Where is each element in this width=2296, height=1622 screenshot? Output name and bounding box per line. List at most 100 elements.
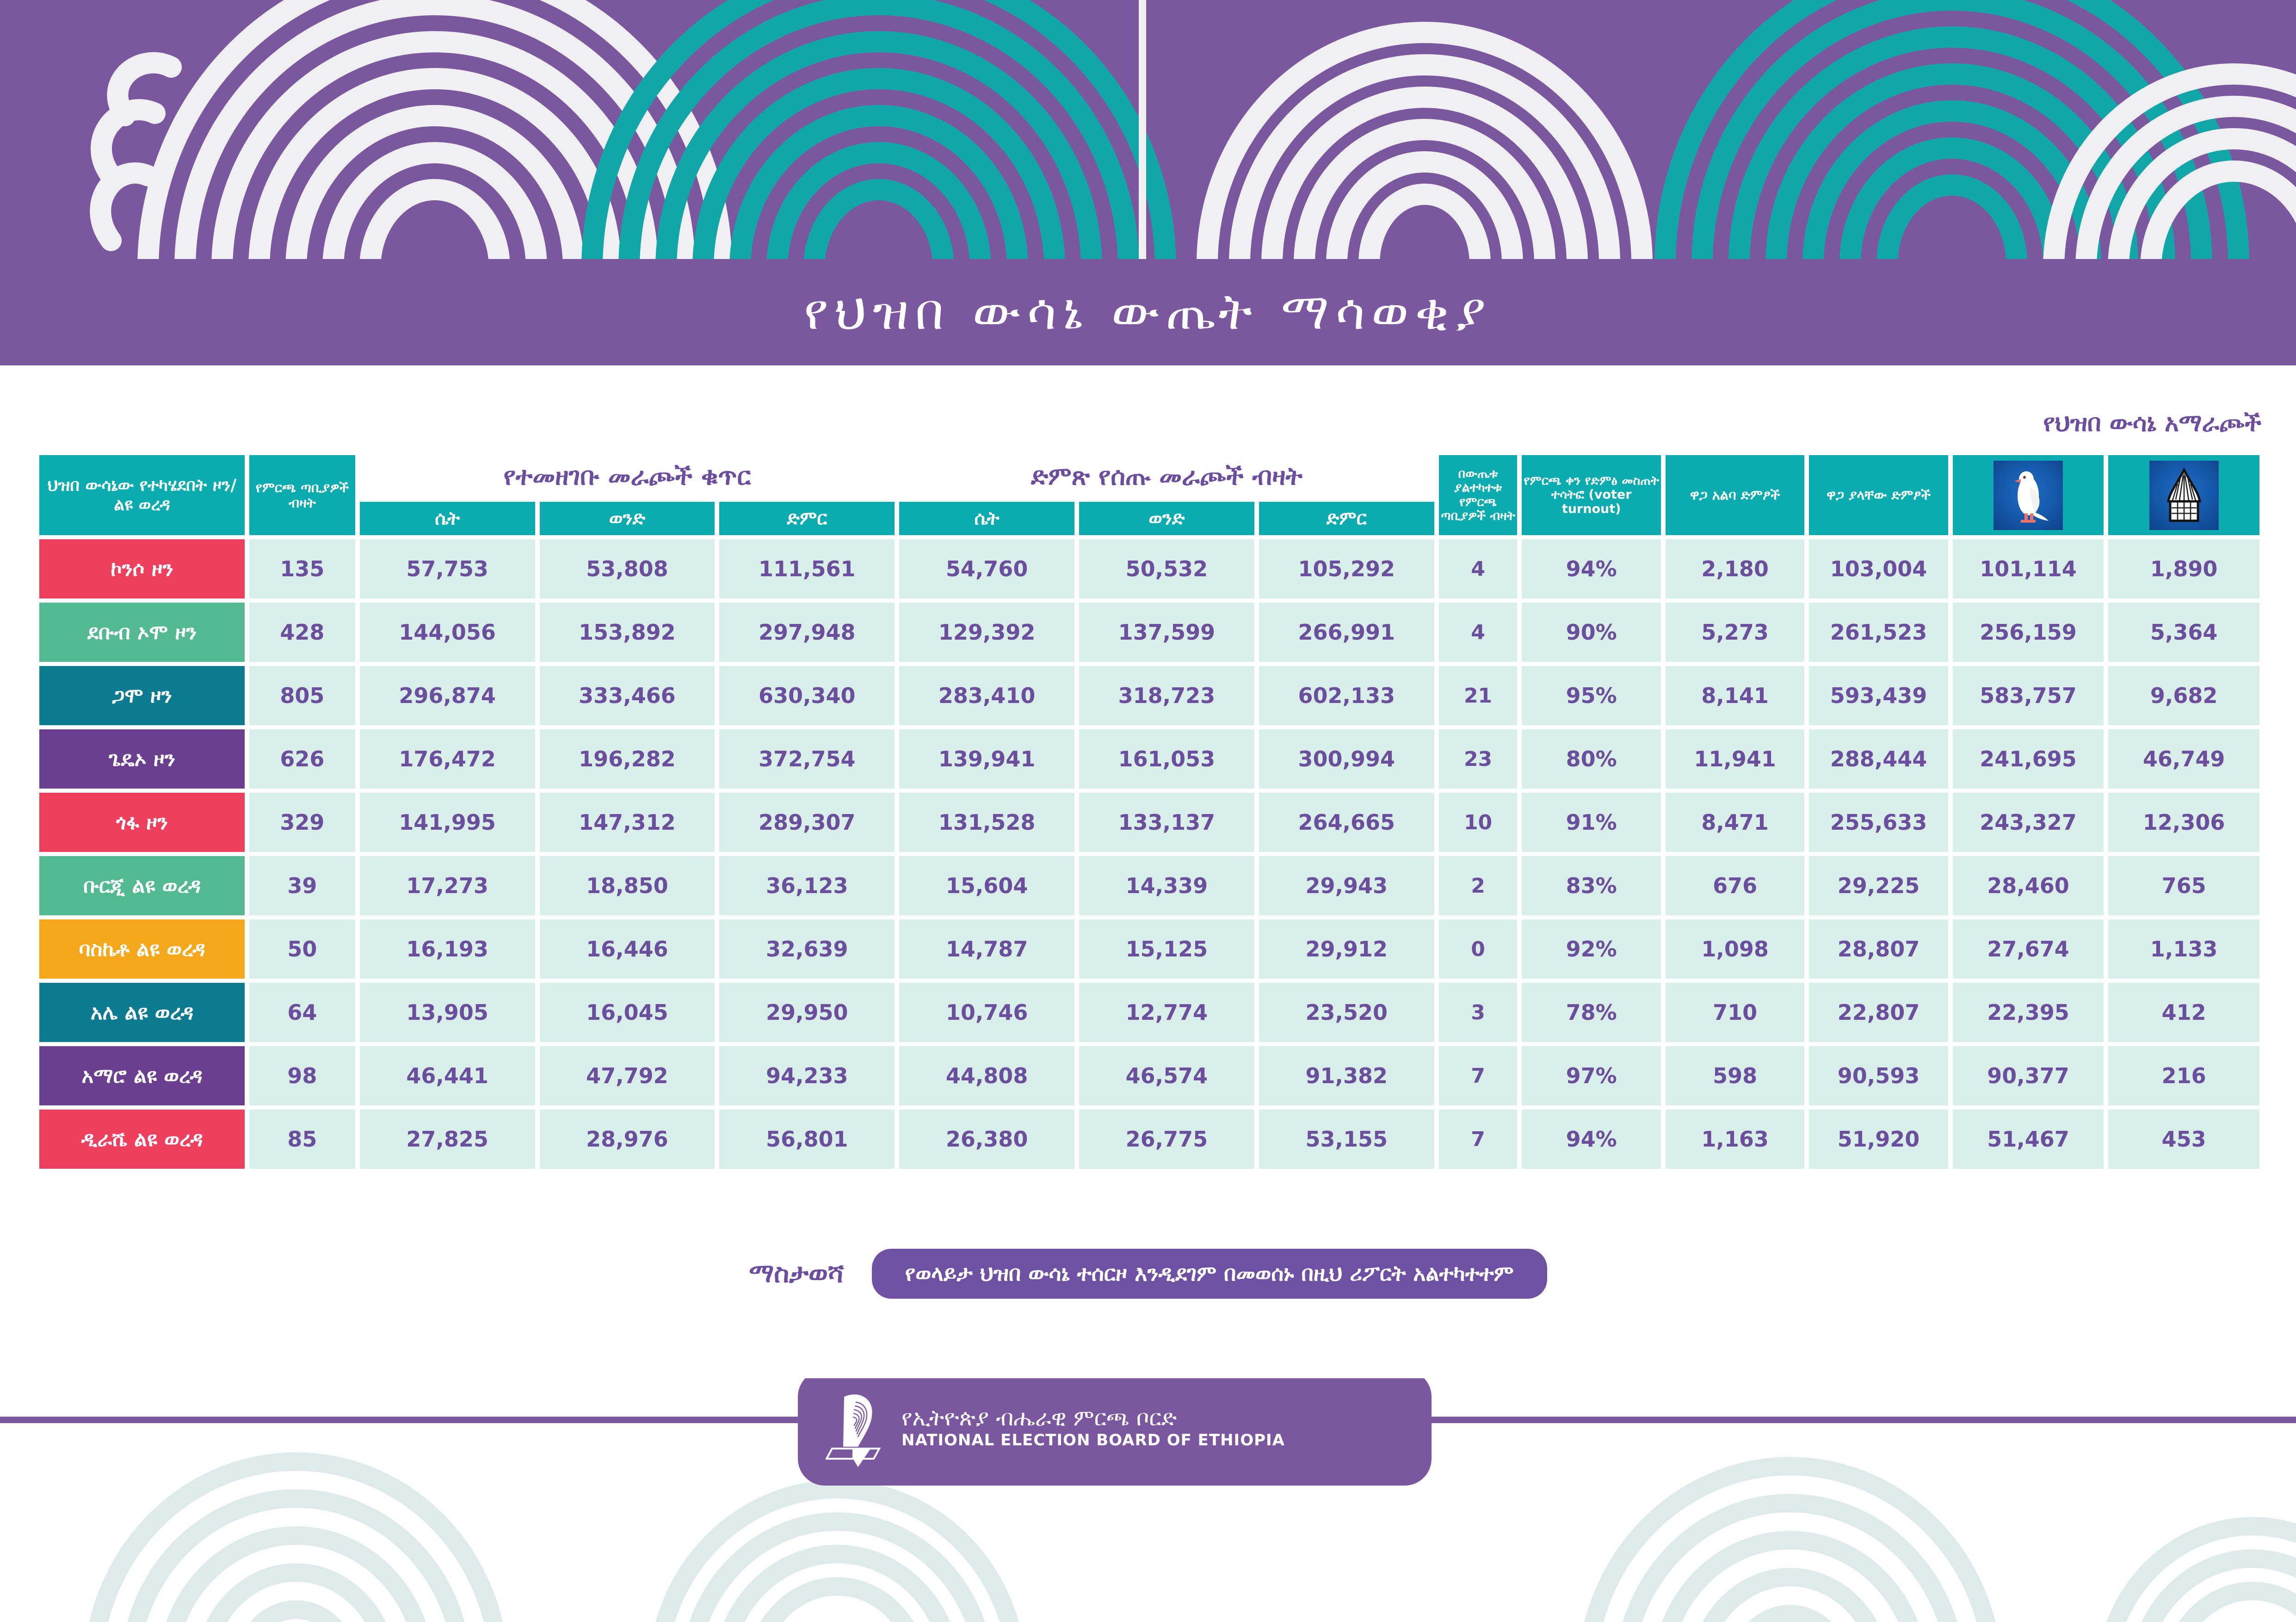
table-row: ጎፋ ዞን 329 141,995 147,312 289,307 131,528 133,…	[39, 793, 2259, 852]
table-row: ቡርጂ ልዩ ወረዳ 39 17,273 18,850 36,123 15,604 14,3…	[39, 856, 2259, 915]
row-label-zone: ጌዴኦ ዞን	[39, 729, 245, 789]
cell-voted-female: 44,808	[899, 1046, 1074, 1105]
footer-band: የኢትዮጵያ ብሔራዊ ምርጫ ቦርድ NATIONAL ELECTION BO…	[0, 1378, 2296, 1622]
row-label-zone: አሌ ልዩ ወረዳ	[39, 983, 245, 1042]
cell-reg-male: 28,976	[539, 1110, 715, 1169]
cell-option-hut: 412	[2108, 983, 2259, 1042]
cell-reg-male: 47,792	[539, 1046, 715, 1105]
cell-option-hut: 216	[2108, 1046, 2259, 1105]
note-row: ማስታወሻ የወላይታ ህዝበ ውሳኔ ተሰርዞ እንዲደገም በመወሰኑ በዚ…	[0, 1249, 2296, 1299]
cell-voted-male: 26,775	[1079, 1110, 1254, 1169]
cell-reg-male: 196,282	[539, 729, 715, 789]
column-header-excluded: በውጤቱ ያልተካተቱ የምርጫ ጣቢያዎች ብዛት	[1438, 455, 1518, 535]
cell-option-hut: 12,306	[2108, 793, 2259, 852]
cell-voted-male: 50,532	[1079, 539, 1254, 598]
cell-voted-total: 29,943	[1259, 856, 1434, 915]
cell-stations: 98	[249, 1046, 355, 1105]
cell-voted-female: 283,410	[899, 666, 1074, 725]
cell-excluded: 23	[1438, 729, 1518, 789]
column-header-valid: ዋጋ ያላቸው ድምፆች	[1809, 455, 1948, 535]
cell-reg-female: 144,056	[359, 603, 535, 662]
table-group-header-row: ህዝበ ውሳኔው የተካሄደበት ዞን/ልዩ ወረዳ የምርጫ ጣቢያዎች ብዛ…	[39, 455, 2259, 535]
cell-option-dove: 256,159	[1952, 603, 2104, 662]
logo-text: የኢትዮጵያ ብሔራዊ ምርጫ ቦርድ NATIONAL ELECTION BO…	[901, 1405, 1285, 1450]
cell-valid: 103,004	[1809, 539, 1948, 598]
cell-option-dove: 90,377	[1952, 1046, 2104, 1105]
cell-reg-female: 176,472	[359, 729, 535, 789]
cell-reg-female: 141,995	[359, 793, 535, 852]
column-header-invalid: ዋጋ አልባ ድምፆች	[1665, 455, 1805, 535]
cell-reg-male: 16,446	[539, 919, 715, 979]
cell-valid: 90,593	[1809, 1046, 1948, 1105]
cell-reg-male: 16,045	[539, 983, 715, 1042]
cell-voted-male: 46,574	[1079, 1046, 1254, 1105]
cell-reg-male: 147,312	[539, 793, 715, 852]
cell-invalid: 8,471	[1665, 793, 1805, 852]
cell-valid: 593,439	[1809, 666, 1948, 725]
cell-voted-total: 29,912	[1259, 919, 1434, 979]
cell-voted-female: 54,760	[899, 539, 1074, 598]
cell-reg-male: 333,466	[539, 666, 715, 725]
column-header-reg-male: ወንድ	[539, 502, 715, 535]
cell-voted-total: 264,665	[1259, 793, 1434, 852]
cell-voted-female: 26,380	[899, 1110, 1074, 1169]
cell-option-dove: 101,114	[1952, 539, 2104, 598]
column-header-reg-total: ድምር	[719, 502, 895, 535]
cell-turnout: 95%	[1522, 666, 1661, 725]
cell-stations: 135	[249, 539, 355, 598]
cell-reg-female: 296,874	[359, 666, 535, 725]
cell-option-hut: 453	[2108, 1110, 2259, 1169]
cell-voted-total: 300,994	[1259, 729, 1434, 789]
cell-reg-total: 36,123	[719, 856, 895, 915]
cell-turnout: 83%	[1522, 856, 1661, 915]
column-header-option-hut	[2108, 455, 2259, 535]
cell-stations: 626	[249, 729, 355, 789]
cell-excluded: 7	[1438, 1110, 1518, 1169]
cell-option-hut: 765	[2108, 856, 2259, 915]
cell-option-hut: 1,890	[2108, 539, 2259, 598]
cell-stations: 50	[249, 919, 355, 979]
cell-reg-total: 56,801	[719, 1110, 895, 1169]
cell-option-dove: 22,395	[1952, 983, 2104, 1042]
cell-excluded: 7	[1438, 1046, 1518, 1105]
column-header-zone: ህዝበ ውሳኔው የተካሄደበት ዞን/ልዩ ወረዳ	[39, 455, 245, 535]
cell-excluded: 2	[1438, 856, 1518, 915]
cell-voted-female: 129,392	[899, 603, 1074, 662]
top-banner: የህዝበ ውሳኔ ውጤት ማሳወቂያ	[0, 0, 2296, 365]
cell-reg-male: 153,892	[539, 603, 715, 662]
cell-excluded: 0	[1438, 919, 1518, 979]
table-row: ደቡብ ኦሞ ዞን 428 144,056 153,892 297,948 129,392…	[39, 603, 2259, 662]
cell-valid: 51,920	[1809, 1110, 1948, 1169]
cell-reg-female: 57,753	[359, 539, 535, 598]
cell-invalid: 676	[1665, 856, 1805, 915]
ballot-fingerprint-logo-icon	[826, 1394, 881, 1467]
column-header-voted-male: ወንድ	[1079, 502, 1254, 535]
cell-valid: 261,523	[1809, 603, 1948, 662]
cell-excluded: 4	[1438, 603, 1518, 662]
cell-turnout: 78%	[1522, 983, 1661, 1042]
cell-voted-total: 23,520	[1259, 983, 1434, 1042]
cell-reg-total: 289,307	[719, 793, 895, 852]
cell-valid: 288,444	[1809, 729, 1948, 789]
cell-voted-female: 15,604	[899, 856, 1074, 915]
cell-voted-male: 14,339	[1079, 856, 1254, 915]
cell-stations: 85	[249, 1110, 355, 1169]
banner-title-bar: የህዝበ ውሳኔ ውጤት ማሳወቂያ	[0, 259, 2296, 365]
cell-excluded: 10	[1438, 793, 1518, 852]
row-label-zone: ኮንሶ ዞን	[39, 539, 245, 598]
cell-reg-male: 53,808	[539, 539, 715, 598]
cell-invalid: 1,098	[1665, 919, 1805, 979]
cell-voted-male: 161,053	[1079, 729, 1254, 789]
cell-voted-female: 14,787	[899, 919, 1074, 979]
cell-voted-male: 318,723	[1079, 666, 1254, 725]
cell-option-hut: 1,133	[2108, 919, 2259, 979]
cell-invalid: 2,180	[1665, 539, 1805, 598]
dove-icon	[1994, 460, 2063, 530]
nebe-logo: የኢትዮጵያ ብሔራዊ ምርጫ ቦርድ NATIONAL ELECTION BO…	[798, 1378, 1432, 1486]
cell-voted-total: 53,155	[1259, 1110, 1434, 1169]
cell-option-hut: 5,364	[2108, 603, 2259, 662]
table-row: ጌዴኦ ዞን 626 176,472 196,282 372,754 139,941 161…	[39, 729, 2259, 789]
cell-voted-female: 139,941	[899, 729, 1074, 789]
cell-reg-female: 46,441	[359, 1046, 535, 1105]
column-header-option-dove	[1952, 455, 2104, 535]
